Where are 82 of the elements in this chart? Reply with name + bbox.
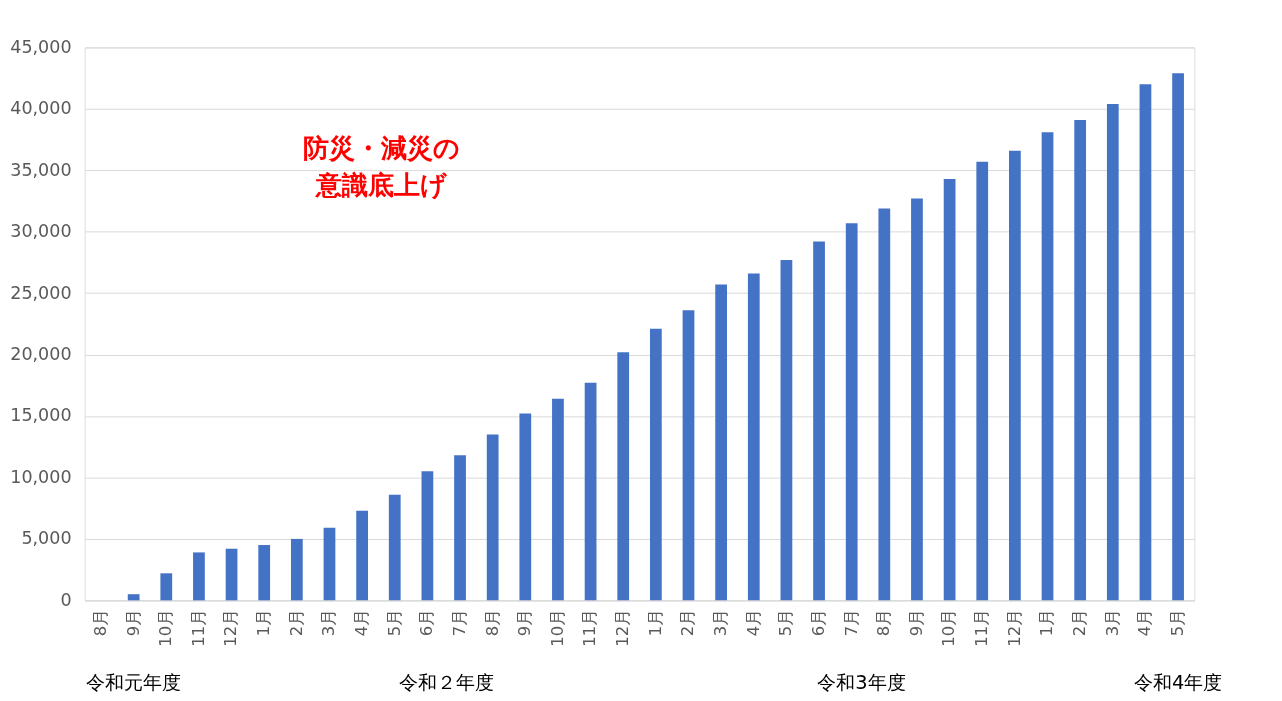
x-tick-label: 5月 [384, 608, 404, 637]
y-tick-label: 0 [60, 589, 72, 610]
bar [617, 352, 630, 601]
bar [1041, 132, 1054, 601]
x-tick-label: 1月 [1037, 608, 1057, 637]
bar [584, 382, 597, 601]
x-tick-label: 9月 [906, 608, 926, 637]
x-tick-label: 12月 [613, 608, 633, 647]
x-tick-label: 6月 [808, 608, 828, 637]
x-tick-label: 9月 [123, 608, 143, 637]
bar [1139, 84, 1152, 601]
x-tick-label: 10月 [547, 608, 567, 647]
y-tick-label: 10,000 [10, 466, 72, 487]
bar [388, 494, 401, 601]
bar [552, 398, 564, 601]
bar [127, 594, 140, 601]
x-tick-label: 10月 [939, 608, 959, 647]
x-tick-label: 1月 [254, 608, 274, 637]
x-tick-label: 3月 [711, 608, 730, 637]
x-tick-label: 4月 [743, 608, 763, 637]
y-tick-label: 30,000 [10, 221, 72, 242]
x-tick-label: 3月 [319, 608, 339, 637]
x-tick-label: 8月 [874, 608, 894, 637]
text: 令和２年度 [399, 670, 495, 694]
y-tick-label: 35,000 [10, 159, 72, 180]
x-tick-label: 8月 [90, 608, 110, 637]
x-tick-label: 5月 [1167, 608, 1187, 637]
bar [1074, 119, 1087, 601]
x-tick-label: 8月 [482, 608, 502, 637]
x-tick-label: 11月 [972, 608, 992, 647]
bar [845, 223, 858, 601]
bar [323, 527, 336, 601]
bar [1106, 103, 1119, 601]
x-tick-label: 5月 [776, 608, 796, 637]
bar [421, 471, 434, 601]
y-tick-label: 40,000 [10, 98, 72, 119]
y-tick-label: 15,000 [10, 405, 72, 426]
bar [356, 510, 368, 601]
y-tick-label: 20,000 [10, 343, 72, 364]
x-tick-label: 4月 [1135, 608, 1155, 637]
y-tick-label: 25,000 [10, 282, 72, 303]
bar [1009, 150, 1021, 601]
bar [258, 545, 271, 601]
bar [878, 208, 891, 601]
x-tick-label: 9月 [515, 608, 535, 637]
text: 令和3年度 [817, 670, 906, 694]
bar [193, 552, 205, 601]
bar [813, 241, 825, 601]
text: 令和元年度 [86, 670, 182, 694]
bar [649, 328, 662, 601]
x-tick-label: 4月 [351, 608, 371, 637]
x-tick-label: 1月 [645, 608, 665, 637]
bar [290, 538, 303, 601]
bar [943, 178, 956, 601]
bar [911, 198, 923, 601]
x-tick-label: 7月 [841, 608, 861, 637]
x-tick-label: 10月 [156, 608, 176, 647]
bar [747, 273, 760, 601]
bar [976, 161, 989, 601]
bar [486, 434, 499, 601]
bar [225, 548, 238, 601]
bar [1172, 73, 1184, 601]
bar [454, 455, 466, 601]
text: 令和4年度 [1133, 670, 1223, 694]
x-tick-label: 2月 [1070, 608, 1090, 637]
x-tick-label: 12月 [221, 608, 241, 647]
y-tick-label: 45,000 [10, 36, 72, 57]
bar [682, 310, 695, 601]
y-tick-label: 5,000 [21, 528, 72, 549]
x-tick-label: 2月 [286, 608, 306, 637]
x-tick-label: 2月 [678, 608, 698, 637]
bar [780, 259, 793, 601]
x-tick-label: 6月 [417, 608, 437, 637]
bar [160, 573, 173, 601]
x-tick-label: 7月 [449, 608, 469, 637]
x-tick-label: 11月 [580, 608, 600, 647]
annotation: 防災・減災の意識底上げ [303, 133, 461, 201]
x-tick-label: 3月 [1102, 608, 1122, 637]
bar [715, 284, 728, 601]
x-tick-label: 12月 [1004, 608, 1024, 647]
x-tick-label: 11月 [188, 608, 208, 647]
bar [519, 413, 532, 601]
